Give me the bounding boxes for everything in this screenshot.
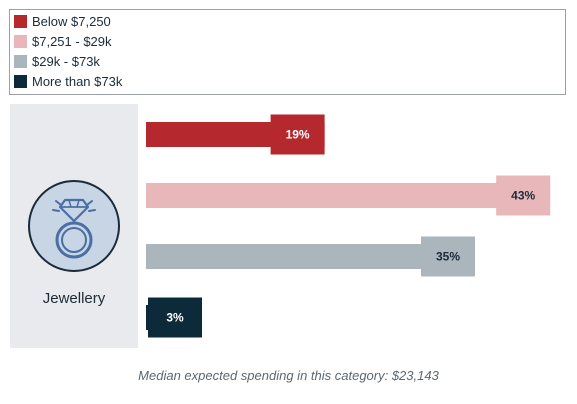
category-label: Jewellery [42,290,106,307]
bar-group: 19% [146,114,325,155]
data-label: 35% [436,250,460,264]
bar-label-box [421,236,475,277]
bar-group: 35% [146,236,475,277]
legend-item: More than $73k [14,73,122,89]
bar [146,183,551,208]
bar-label-box [148,297,202,338]
bar-group: 3% [146,297,202,338]
legend-swatch [14,14,27,28]
legend-label: Below $7,250 [32,13,111,29]
category-panel: Jewellery [10,104,138,348]
bar-group: 43% [146,175,551,216]
legend-label: $7,251 - $29k [32,33,112,49]
legend: Below $7,250 $7,251 - $29k $29k - $73k More… [9,9,566,95]
bar [146,244,475,269]
data-label: 43% [511,189,535,203]
legend-item: $29k - $73k [14,53,100,69]
legend-item: Below $7,250 [14,13,111,29]
bar-label-box [270,114,325,155]
legend-label: More than $73k [32,73,123,89]
legend-swatch [14,54,27,68]
bar-label-box [496,175,551,216]
legend-swatch [14,34,27,48]
legend-item: $7,251 - $29k [14,33,112,49]
data-label: 19% [286,128,310,142]
legend-label: $29k - $73k [32,53,100,69]
footnote: Median expected spending in this categor… [138,368,439,383]
ring-icon [27,179,121,273]
data-label: 3% [166,311,184,325]
legend-swatch [14,74,27,88]
